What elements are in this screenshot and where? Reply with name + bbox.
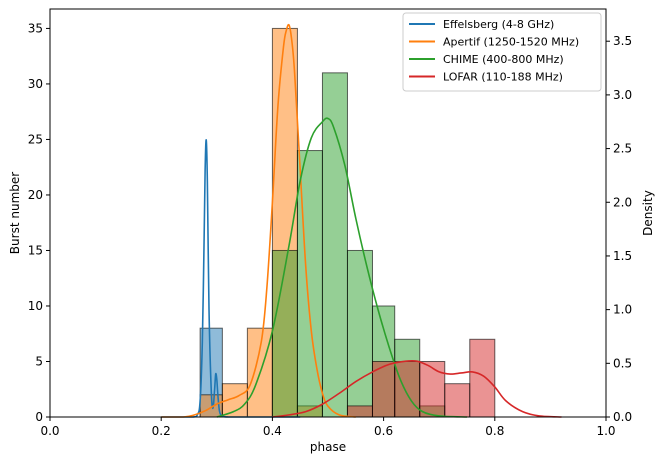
density-curves [161,23,562,418]
y-right-tick-label: 3.0 [613,88,632,102]
plot-frame [49,8,607,418]
kde-line-2 [216,117,468,418]
hist-bar-2-2 [321,72,348,418]
y-right-axis-label: Density [641,190,655,236]
x-tick-label: 0.0 [40,424,59,438]
y-right-axis-ticks: 0.0 0.5 1.0 1.5 2.0 2.5 3.0 3.5 [606,34,632,424]
x-tick-label: 1.0 [596,424,615,438]
y-left-tick-label: 20 [28,188,43,202]
legend-label-1: Apertif (1250-1520 MHz) [443,36,579,49]
y-right-tick-label: 2.5 [613,142,632,156]
hist-bar-3-0 [346,405,373,418]
hist-bar-2-0 [271,249,298,418]
y-right-tick-label: 3.5 [613,34,632,48]
y-left-tick-label: 0 [35,410,43,424]
x-tick-label: 0.4 [263,424,282,438]
hist-bar-3-4 [444,383,471,418]
y-left-axis-ticks: 0 5 10 15 20 25 30 35 [28,21,50,424]
y-right-tick-label: 0.0 [613,410,632,424]
hist-bar-3-5 [469,338,496,418]
legend-label-2: CHIME (400-800 MHz) [443,53,564,66]
hist-bar-3-2 [394,360,421,418]
x-tick-label: 0.6 [374,424,393,438]
x-tick-label: 0.2 [152,424,171,438]
y-left-tick-label: 10 [28,299,43,313]
y-right-tick-label: 0.5 [613,356,632,370]
legend: Effelsberg (4-8 GHz) Apertif (1250-1520 M… [402,12,602,92]
y-left-axis-label: Burst number [8,172,22,254]
x-tick-label: 0.8 [485,424,504,438]
legend-box [402,12,602,92]
y-left-tick-label: 35 [28,21,43,35]
y-left-tick-label: 30 [28,77,43,91]
y-left-tick-label: 25 [28,132,43,146]
y-left-tick-label: 5 [35,354,43,368]
legend-label-0: Effelsberg (4-8 GHz) [443,18,554,31]
x-axis-ticks: 0.0 0.2 0.4 0.6 0.8 1.0 [40,417,616,438]
kde-line-1 [161,23,356,418]
y-left-tick-label: 15 [28,243,43,257]
hist-bar-3-3 [419,360,446,418]
x-axis-label: phase [310,440,346,454]
kde-line-3 [272,359,562,418]
kde-line-0 [161,139,301,418]
y-right-tick-label: 2.0 [613,195,632,209]
legend-label-3: LOFAR (110-188 MHz) [443,71,563,84]
y-right-tick-label: 1.0 [613,303,632,317]
y-right-tick-label: 1.5 [613,249,632,263]
